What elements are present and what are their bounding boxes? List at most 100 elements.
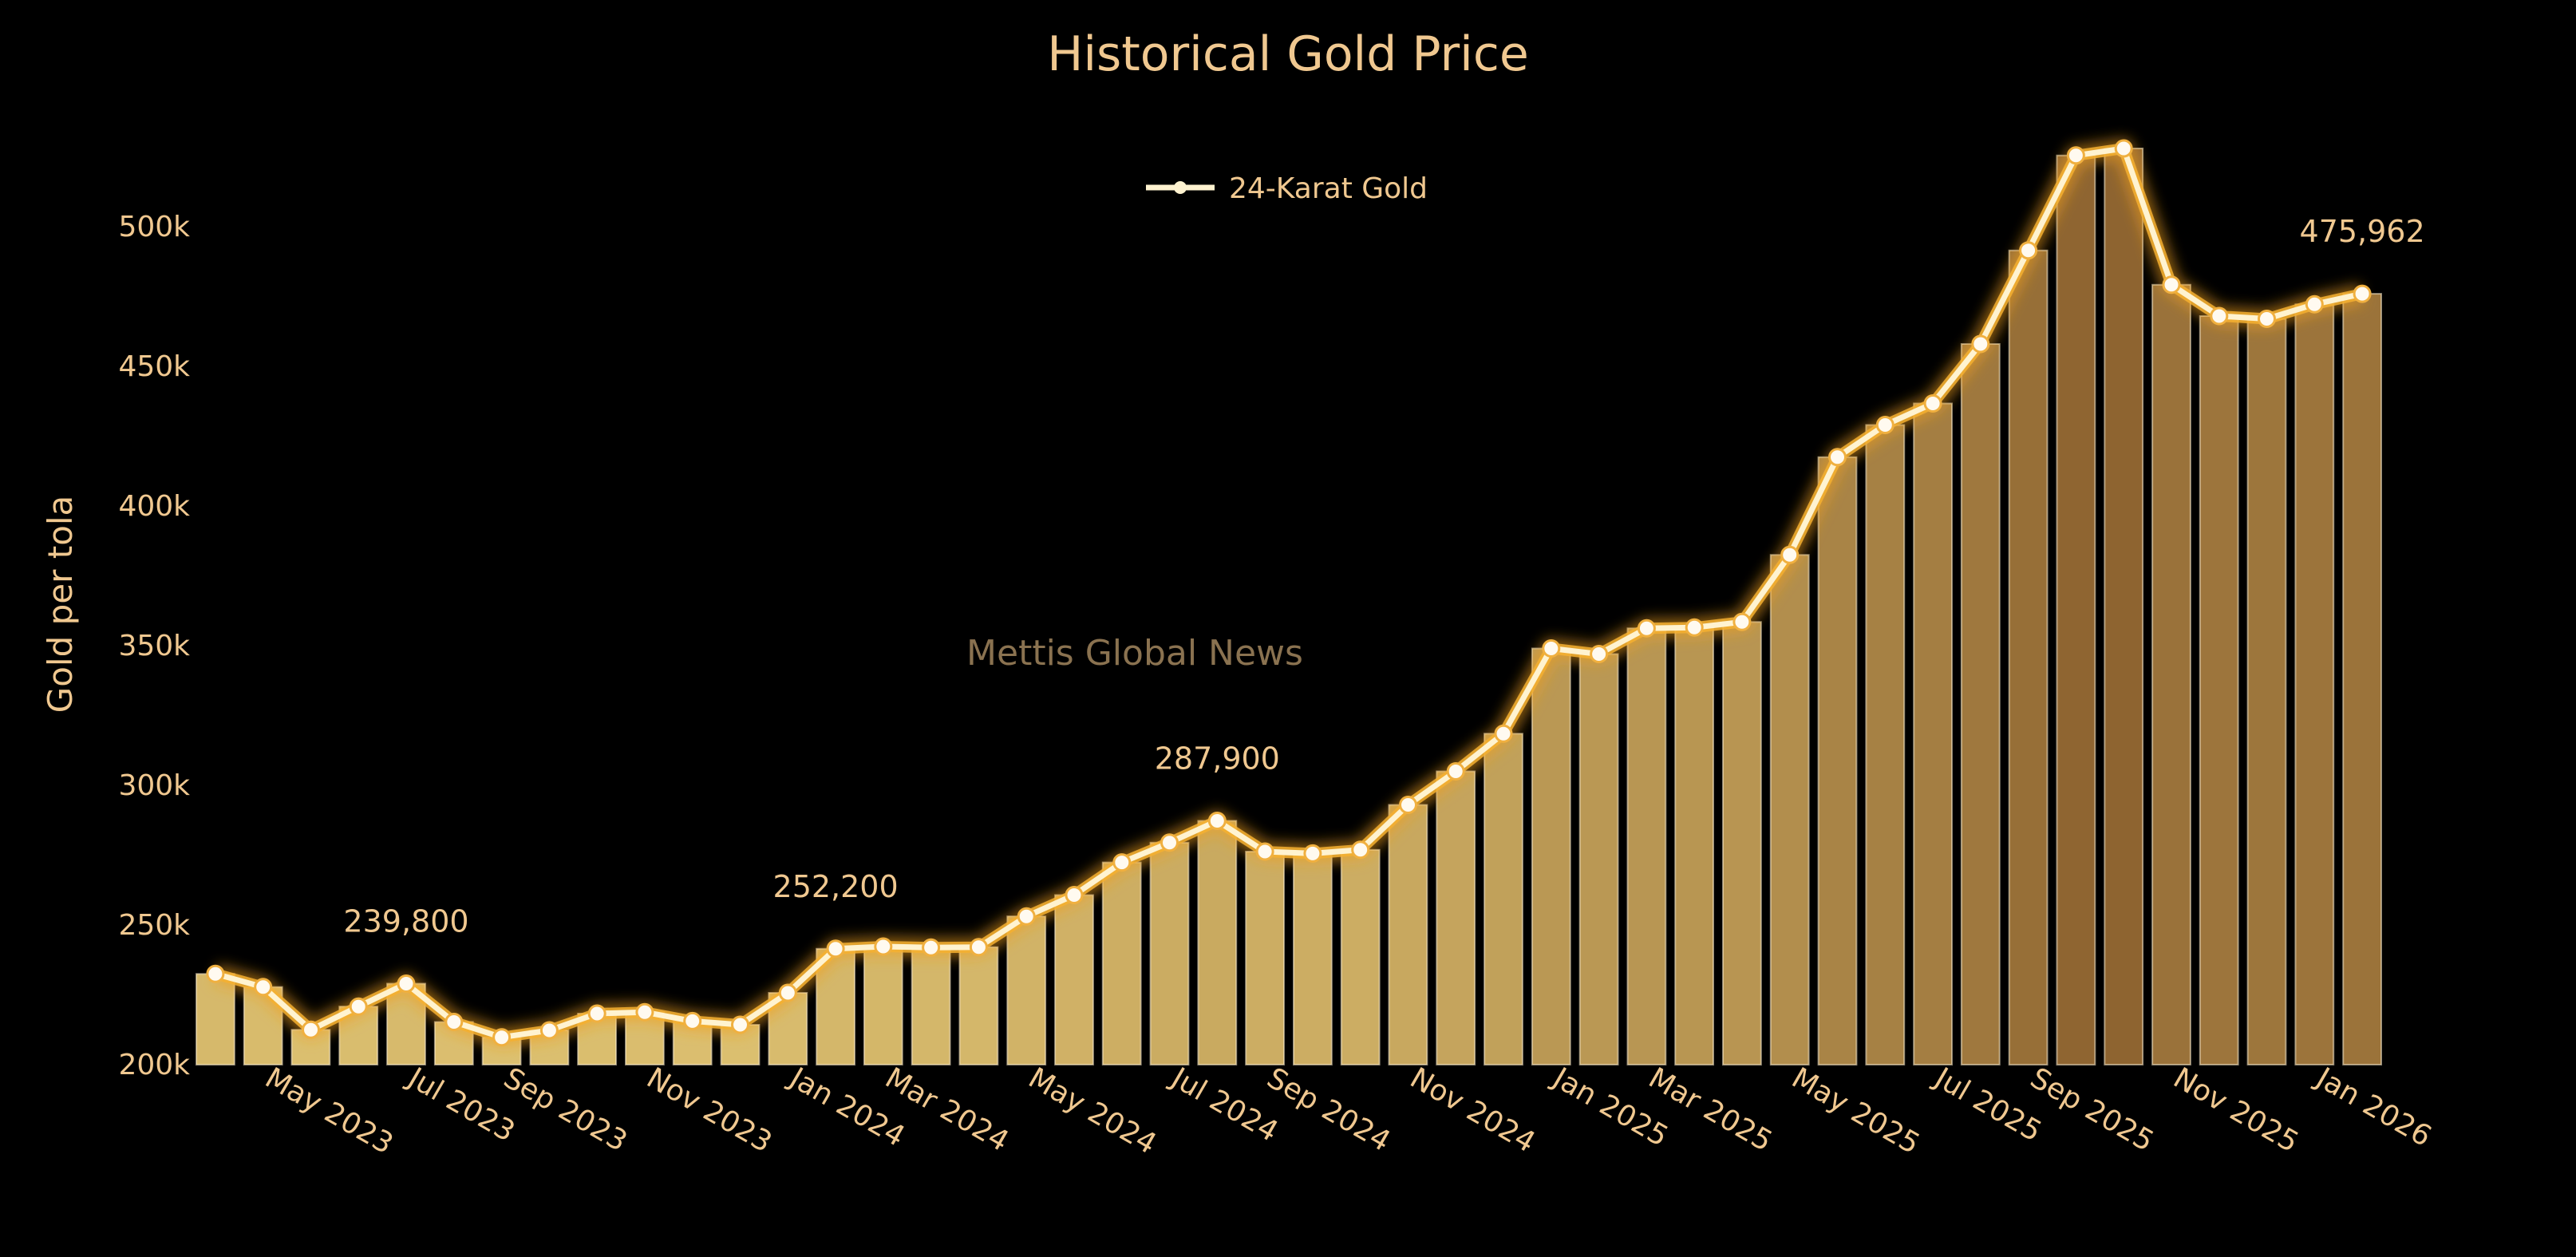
data-point (874, 937, 893, 956)
bar (1865, 424, 1906, 1065)
bars-layer (196, 148, 2382, 1066)
data-point (1590, 645, 1609, 663)
data-point (1542, 639, 1561, 658)
x-tick-label: Jul 2023 (401, 1061, 520, 1148)
data-point (397, 974, 416, 993)
data-point (1494, 724, 1513, 743)
watermark: Mettis Global News (966, 633, 1303, 674)
bar (1626, 627, 1667, 1065)
data-point (302, 1020, 320, 1039)
data-point (1685, 618, 1704, 637)
data-point (1637, 619, 1656, 638)
bar (958, 946, 999, 1065)
data-point (1875, 416, 1894, 434)
data-point (444, 1013, 464, 1031)
data-point (731, 1015, 749, 1034)
bar (1340, 848, 1381, 1066)
x-tick-label: Nov 2023 (641, 1061, 777, 1159)
bar (1388, 804, 1428, 1065)
data-point (2019, 241, 2038, 260)
data-point (1160, 833, 1179, 852)
bar (1006, 915, 1047, 1065)
y-ticks: 200k 250k 300k 350k 400k 450k 500k (118, 211, 190, 1081)
bar (196, 973, 235, 1066)
data-point (254, 978, 273, 997)
annotation-label: 239,800 (343, 904, 468, 939)
bar (1245, 851, 1285, 1065)
bar (1674, 627, 1714, 1066)
data-point (587, 1004, 606, 1023)
data-point (1207, 812, 1227, 830)
data-point (492, 1028, 512, 1047)
annotations: 239,800 252,200 287,900 475,962 (343, 214, 2424, 939)
x-tick-label: Nov 2025 (2168, 1061, 2305, 1159)
data-point (1255, 842, 1274, 861)
data-point (2114, 139, 2133, 158)
annotation-label: 252,200 (773, 869, 899, 904)
data-point (2258, 310, 2276, 328)
x-tick-label: May 2024 (1023, 1061, 1162, 1160)
annotation-label: 287,900 (1155, 741, 1280, 777)
data-point (1923, 394, 1942, 413)
x-tick-label: Jul 2024 (1164, 1061, 1283, 1148)
data-point (1303, 844, 1322, 863)
data-point (1446, 762, 1465, 781)
bar (1531, 647, 1571, 1065)
data-point (969, 938, 988, 957)
y-tick-label: 200k (118, 1049, 190, 1081)
bar (1293, 852, 1333, 1066)
x-tick-label: Sep 2024 (1262, 1061, 1397, 1158)
bar (2104, 148, 2144, 1065)
x-tick-label: Mar 2025 (1643, 1061, 1778, 1158)
x-tick-label: Sep 2023 (498, 1061, 633, 1158)
y-tick-label: 300k (118, 769, 190, 802)
bar (1054, 894, 1094, 1065)
data-point (2210, 306, 2229, 326)
bar (2056, 154, 2096, 1066)
bar (1197, 820, 1238, 1065)
data-point (683, 1011, 702, 1030)
legend-label: 24-Karat Gold (1229, 172, 1428, 205)
data-point (1351, 840, 1370, 860)
bar (1722, 621, 1762, 1066)
y-axis-label: Gold per tola (41, 496, 80, 713)
data-point (1971, 334, 1990, 354)
legend: 24-Karat Gold (1146, 172, 1428, 205)
bar (863, 946, 903, 1065)
x-tick-label: May 2023 (259, 1061, 398, 1160)
bar (2342, 293, 2382, 1066)
data-point (2305, 294, 2324, 314)
bar (2199, 315, 2239, 1065)
data-point (1399, 796, 1417, 814)
data-point (1732, 612, 1752, 631)
data-point (1065, 886, 1084, 904)
bar (2151, 283, 2191, 1065)
bar (2246, 318, 2287, 1065)
y-tick-label: 350k (118, 630, 190, 662)
bar (1484, 733, 1523, 1066)
bar (1436, 770, 1476, 1065)
series-line (214, 145, 2363, 1041)
y-tick-label: 500k (118, 211, 190, 243)
bar (911, 947, 951, 1066)
data-point (1017, 907, 1036, 926)
x-tick-label: Mar 2024 (879, 1061, 1014, 1158)
data-point (2353, 284, 2372, 303)
x-tick-label: Jul 2025 (1928, 1061, 2047, 1148)
bar (2008, 249, 2049, 1066)
bar (1101, 861, 1142, 1065)
chart-title: Historical Gold Price (1047, 26, 1529, 82)
data-point (922, 938, 941, 957)
data-point (635, 1002, 654, 1022)
line-layer (212, 138, 2365, 1048)
data-point (206, 964, 225, 983)
data-point (1780, 545, 1800, 564)
bar (1913, 402, 1953, 1065)
data-point (2066, 146, 2085, 165)
y-tick-label: 400k (118, 490, 190, 523)
data-point (778, 983, 797, 1002)
y-tick-label: 250k (118, 909, 190, 942)
